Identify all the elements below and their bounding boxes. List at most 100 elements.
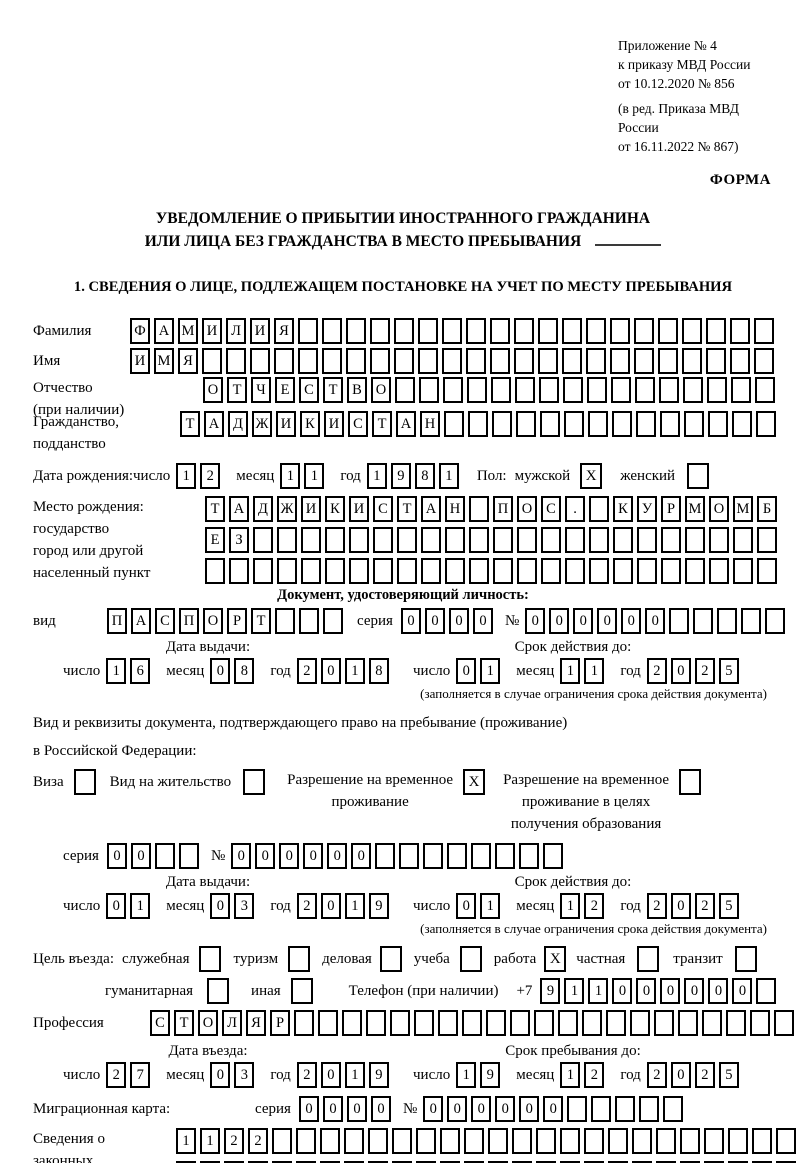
char-cell[interactable]	[564, 411, 584, 437]
char-cell[interactable]: Е	[275, 377, 295, 403]
char-cell[interactable]	[375, 843, 396, 869]
char-cell[interactable]	[669, 608, 690, 634]
char-cell[interactable]: П	[493, 496, 513, 522]
char-cell[interactable]: 2	[584, 893, 605, 919]
char-cell[interactable]: 8	[368, 658, 389, 684]
char-cell[interactable]	[176, 1161, 196, 1163]
char-cell[interactable]	[565, 527, 585, 553]
char-cell[interactable]	[488, 1161, 508, 1163]
char-cell[interactable]	[586, 318, 606, 344]
char-cell[interactable]	[296, 1128, 316, 1154]
char-cell[interactable]: 1	[106, 658, 127, 684]
char-cell[interactable]	[418, 348, 438, 374]
char-cell[interactable]	[704, 1161, 724, 1163]
purpose-tourism-checkbox[interactable]	[288, 946, 311, 972]
char-cell[interactable]	[486, 1010, 506, 1036]
char-cell[interactable]	[733, 527, 753, 553]
char-cell[interactable]	[322, 348, 342, 374]
char-cell[interactable]	[567, 1096, 588, 1122]
char-cell[interactable]	[224, 1161, 244, 1163]
char-cell[interactable]	[495, 843, 516, 869]
char-cell[interactable]: 0	[456, 893, 477, 919]
char-cell[interactable]: Ж	[252, 411, 272, 437]
char-cell[interactable]	[639, 1096, 660, 1122]
char-cell[interactable]	[730, 348, 750, 374]
char-cell[interactable]	[344, 1161, 364, 1163]
char-cell[interactable]	[709, 527, 729, 553]
char-cell[interactable]	[274, 348, 294, 374]
char-cell[interactable]	[298, 348, 318, 374]
char-cell[interactable]: 2	[646, 1062, 667, 1088]
char-cell[interactable]: 1	[200, 1128, 220, 1154]
char-cell[interactable]	[178, 843, 199, 869]
char-cell[interactable]: 0	[448, 608, 469, 634]
char-cell[interactable]: 0	[130, 843, 151, 869]
char-cell[interactable]: 0	[320, 1062, 341, 1088]
char-cell[interactable]	[704, 1128, 724, 1154]
char-cell[interactable]	[514, 318, 534, 344]
char-cell[interactable]: 0	[456, 658, 477, 684]
char-cell[interactable]: 8	[414, 463, 435, 489]
char-cell[interactable]: И	[324, 411, 344, 437]
char-cell[interactable]: 5	[718, 658, 739, 684]
char-cell[interactable]	[419, 377, 439, 403]
char-cell[interactable]: Я	[246, 1010, 266, 1036]
char-cell[interactable]: С	[541, 496, 561, 522]
char-cell[interactable]	[469, 496, 489, 522]
char-cell[interactable]: 0	[210, 893, 231, 919]
char-cell[interactable]	[394, 348, 414, 374]
char-cell[interactable]	[444, 411, 464, 437]
char-cell[interactable]: 0	[543, 1096, 564, 1122]
char-cell[interactable]: 9	[540, 978, 561, 1004]
char-cell[interactable]: С	[299, 377, 319, 403]
char-cell[interactable]: Д	[253, 496, 273, 522]
char-cell[interactable]: М	[154, 348, 174, 374]
char-cell[interactable]	[560, 1161, 580, 1163]
char-cell[interactable]	[349, 558, 369, 584]
char-cell[interactable]	[608, 1128, 628, 1154]
char-cell[interactable]	[342, 1010, 362, 1036]
char-cell[interactable]: 2	[296, 1062, 317, 1088]
char-cell[interactable]	[466, 348, 486, 374]
char-cell[interactable]	[660, 411, 680, 437]
char-cell[interactable]: М	[733, 496, 753, 522]
char-cell[interactable]	[447, 843, 468, 869]
char-cell[interactable]: 1	[176, 463, 197, 489]
char-cell[interactable]	[558, 1010, 578, 1036]
char-cell[interactable]	[589, 527, 609, 553]
char-cell[interactable]	[469, 527, 489, 553]
char-cell[interactable]: 7	[130, 1062, 151, 1088]
char-cell[interactable]	[488, 1128, 508, 1154]
char-cell[interactable]	[512, 1161, 532, 1163]
char-cell[interactable]: 1	[344, 893, 365, 919]
char-cell[interactable]: 0	[732, 978, 753, 1004]
char-cell[interactable]: Р	[227, 608, 247, 634]
char-cell[interactable]	[493, 558, 513, 584]
char-cell[interactable]: 9	[368, 1062, 389, 1088]
char-cell[interactable]: 0	[670, 658, 691, 684]
char-cell[interactable]	[397, 527, 417, 553]
char-cell[interactable]: П	[179, 608, 199, 634]
char-cell[interactable]	[565, 558, 585, 584]
char-cell[interactable]	[693, 608, 714, 634]
char-cell[interactable]: 1	[560, 658, 581, 684]
char-cell[interactable]	[613, 527, 633, 553]
char-cell[interactable]	[301, 527, 321, 553]
char-cell[interactable]: С	[155, 608, 175, 634]
char-cell[interactable]: 0	[549, 608, 570, 634]
char-cell[interactable]: С	[373, 496, 393, 522]
char-cell[interactable]: И	[276, 411, 296, 437]
char-cell[interactable]	[540, 411, 560, 437]
char-cell[interactable]	[517, 527, 537, 553]
char-cell[interactable]: Т	[205, 496, 225, 522]
char-cell[interactable]: С	[348, 411, 368, 437]
char-cell[interactable]	[732, 411, 752, 437]
char-cell[interactable]: К	[325, 496, 345, 522]
char-cell[interactable]: 0	[645, 608, 666, 634]
char-cell[interactable]	[373, 558, 393, 584]
char-cell[interactable]: 0	[370, 1096, 391, 1122]
char-cell[interactable]: 0	[612, 978, 633, 1004]
char-cell[interactable]	[421, 527, 441, 553]
char-cell[interactable]: 9	[480, 1062, 501, 1088]
purpose-humanitarian-checkbox[interactable]	[207, 978, 230, 1004]
